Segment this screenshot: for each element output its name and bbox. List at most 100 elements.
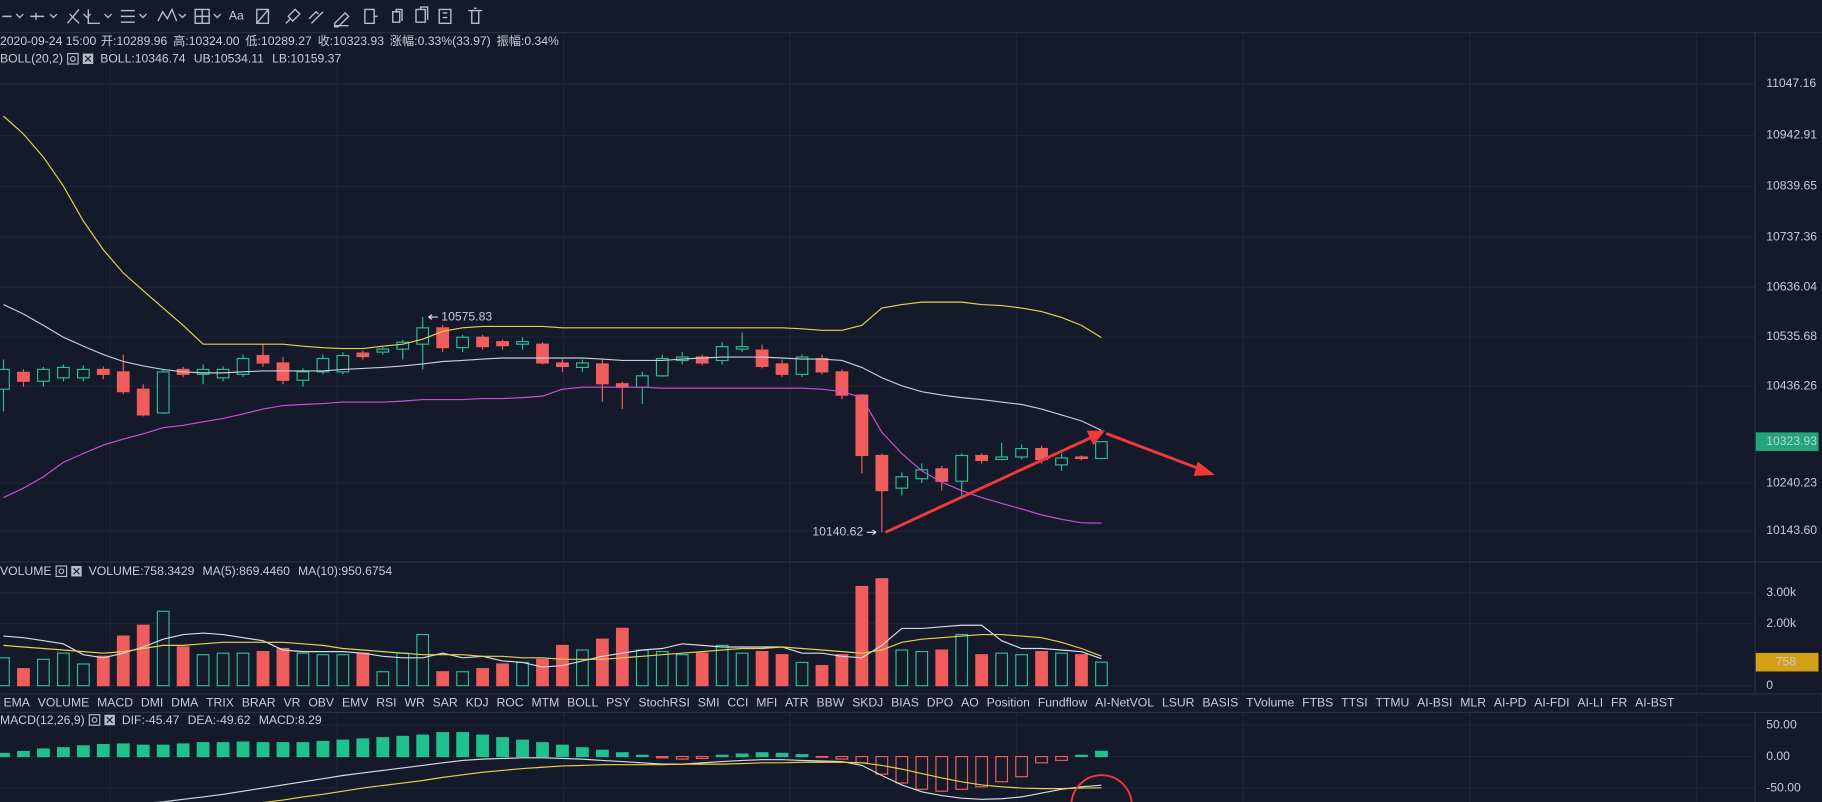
- indicator-tab[interactable]: TRIX: [206, 695, 234, 709]
- bar: [1055, 652, 1068, 687]
- bar: [715, 754, 729, 758]
- candle-body: [17, 371, 30, 382]
- bar: [1055, 755, 1068, 761]
- indicator-tab[interactable]: PSY: [606, 695, 630, 709]
- bar: [915, 755, 929, 790]
- settings-icon: [58, 568, 65, 575]
- y-tick-label: 2.00k: [1766, 616, 1797, 630]
- indicator-tab[interactable]: TVolume: [1246, 695, 1294, 709]
- tool-text[interactable]: Aa: [229, 9, 244, 23]
- indicator-tab[interactable]: LSUR: [1162, 695, 1195, 709]
- legend-entry: MA(5):869.4460: [203, 564, 291, 578]
- indicator-tab[interactable]: BRAR: [242, 695, 276, 709]
- indicator-tab[interactable]: AI-NetVOL: [1095, 695, 1154, 709]
- indicator-tab[interactable]: AI-LI: [1577, 695, 1603, 709]
- candle-body: [795, 356, 809, 375]
- info-value: 10323.93: [333, 34, 384, 48]
- bar: [76, 663, 90, 687]
- indicator-tab[interactable]: MTM: [531, 695, 559, 709]
- bar: [496, 663, 509, 687]
- indicator-tab[interactable]: SKDJ: [852, 695, 883, 709]
- candle-body: [116, 371, 130, 393]
- legend-entry: LB:10159.37: [272, 52, 341, 66]
- bar: [316, 740, 330, 758]
- indicator-tab[interactable]: TTSI: [1341, 695, 1367, 709]
- y-tick-label: 10143.60: [1766, 523, 1817, 537]
- indicator-tab[interactable]: AI-BSI: [1417, 695, 1452, 709]
- indicator-tab[interactable]: ATR: [785, 695, 809, 709]
- annotation-arrow: [866, 529, 877, 536]
- indicator-tab[interactable]: VR: [284, 695, 301, 709]
- chart-layer: [0, 83, 1755, 802]
- indicator-tab[interactable]: Position: [987, 695, 1030, 709]
- legend-entry: BOLL:10346.74: [100, 52, 186, 66]
- legend-row: 2020-09-24 15:00 开: 10289.96 高: 10324.00 低: 10…: [0, 33, 559, 48]
- indicator-tab[interactable]: DMA: [171, 695, 199, 709]
- info-datetime: 2020-09-24 15:00: [0, 34, 96, 48]
- indicator-tab[interactable]: EMA: [3, 695, 30, 709]
- bar: [895, 755, 909, 784]
- indicator-tab[interactable]: AI-PD: [1494, 695, 1527, 709]
- bar: [975, 755, 989, 788]
- indicator-tab[interactable]: DMI: [141, 695, 163, 709]
- info-value: 10324.00: [189, 34, 240, 48]
- indicator-tab[interactable]: BASIS: [1202, 695, 1238, 709]
- indicator-tab[interactable]: CCI: [727, 695, 748, 709]
- indicator-tab[interactable]: AI-BST: [1635, 695, 1675, 709]
- info-label: 涨幅:: [390, 33, 418, 48]
- indicator-tab[interactable]: KDJ: [466, 695, 489, 709]
- candle-body: [316, 357, 330, 373]
- bar: [376, 737, 390, 758]
- indicator-tab[interactable]: StochRSI: [638, 695, 689, 709]
- tool-icon: [308, 10, 324, 24]
- info-label: 高:: [173, 33, 189, 48]
- indicator-tab[interactable]: ROC: [497, 695, 524, 709]
- arrow-head: [1193, 461, 1215, 476]
- highlight-circle: [1070, 774, 1133, 802]
- bar: [236, 741, 250, 758]
- candle-body: [136, 388, 150, 416]
- indicator-tab[interactable]: FR: [1611, 695, 1627, 709]
- indicator-tab[interactable]: Fundflow: [1038, 695, 1088, 709]
- indicator-tab[interactable]: RSI: [376, 695, 396, 709]
- bar: [256, 742, 270, 758]
- indicator-tab[interactable]: MACD: [97, 695, 133, 709]
- indicator-tab[interactable]: BOLL: [567, 695, 598, 709]
- indicator-tab[interactable]: AO: [961, 695, 979, 709]
- legend-entry: DIF:-45.47: [122, 713, 180, 727]
- candle-body: [1075, 456, 1088, 460]
- indicator-tab[interactable]: WR: [404, 695, 425, 709]
- indicator-tab[interactable]: SMI: [698, 695, 720, 709]
- info-label: 振幅:: [497, 33, 525, 48]
- indicator-tab[interactable]: VOLUME: [38, 695, 89, 709]
- bar: [895, 649, 909, 687]
- tool-icon: [194, 8, 222, 25]
- indicator-tab[interactable]: MFI: [756, 695, 777, 709]
- y-tick-label: 10942.91: [1766, 128, 1817, 142]
- indicator-tab[interactable]: BIAS: [891, 695, 919, 709]
- indicator-tab[interactable]: AI-FDI: [1534, 695, 1569, 709]
- bar: [576, 747, 589, 758]
- bar: [1095, 661, 1108, 687]
- legend-row: BOLL(20,2) BOLL:10346.74 UB:10534.11 LB:101…: [0, 52, 341, 66]
- indicator-tab[interactable]: SAR: [433, 695, 458, 709]
- trend-arrow: [1105, 432, 1203, 471]
- bar: [855, 755, 869, 764]
- bar: [955, 755, 969, 790]
- indicator-tab[interactable]: EMV: [342, 695, 369, 709]
- bar: [336, 654, 350, 687]
- candle-body: [216, 368, 230, 379]
- info-label: 低:: [245, 34, 261, 48]
- tool-icon: [392, 8, 403, 23]
- indicator-tab[interactable]: FTBS: [1302, 695, 1333, 709]
- indicator-tab[interactable]: DPO: [927, 695, 953, 709]
- candle-body: [56, 366, 70, 379]
- indicator-tab[interactable]: MLR: [1460, 695, 1486, 709]
- indicator-tab[interactable]: TTMU: [1375, 695, 1409, 709]
- bar: [276, 647, 290, 687]
- indicator-line: [154, 757, 1102, 802]
- bar: [156, 610, 170, 687]
- indicator-tab[interactable]: BBW: [816, 695, 844, 709]
- indicator-tab[interactable]: OBV: [308, 695, 335, 709]
- candle-body: [456, 336, 470, 349]
